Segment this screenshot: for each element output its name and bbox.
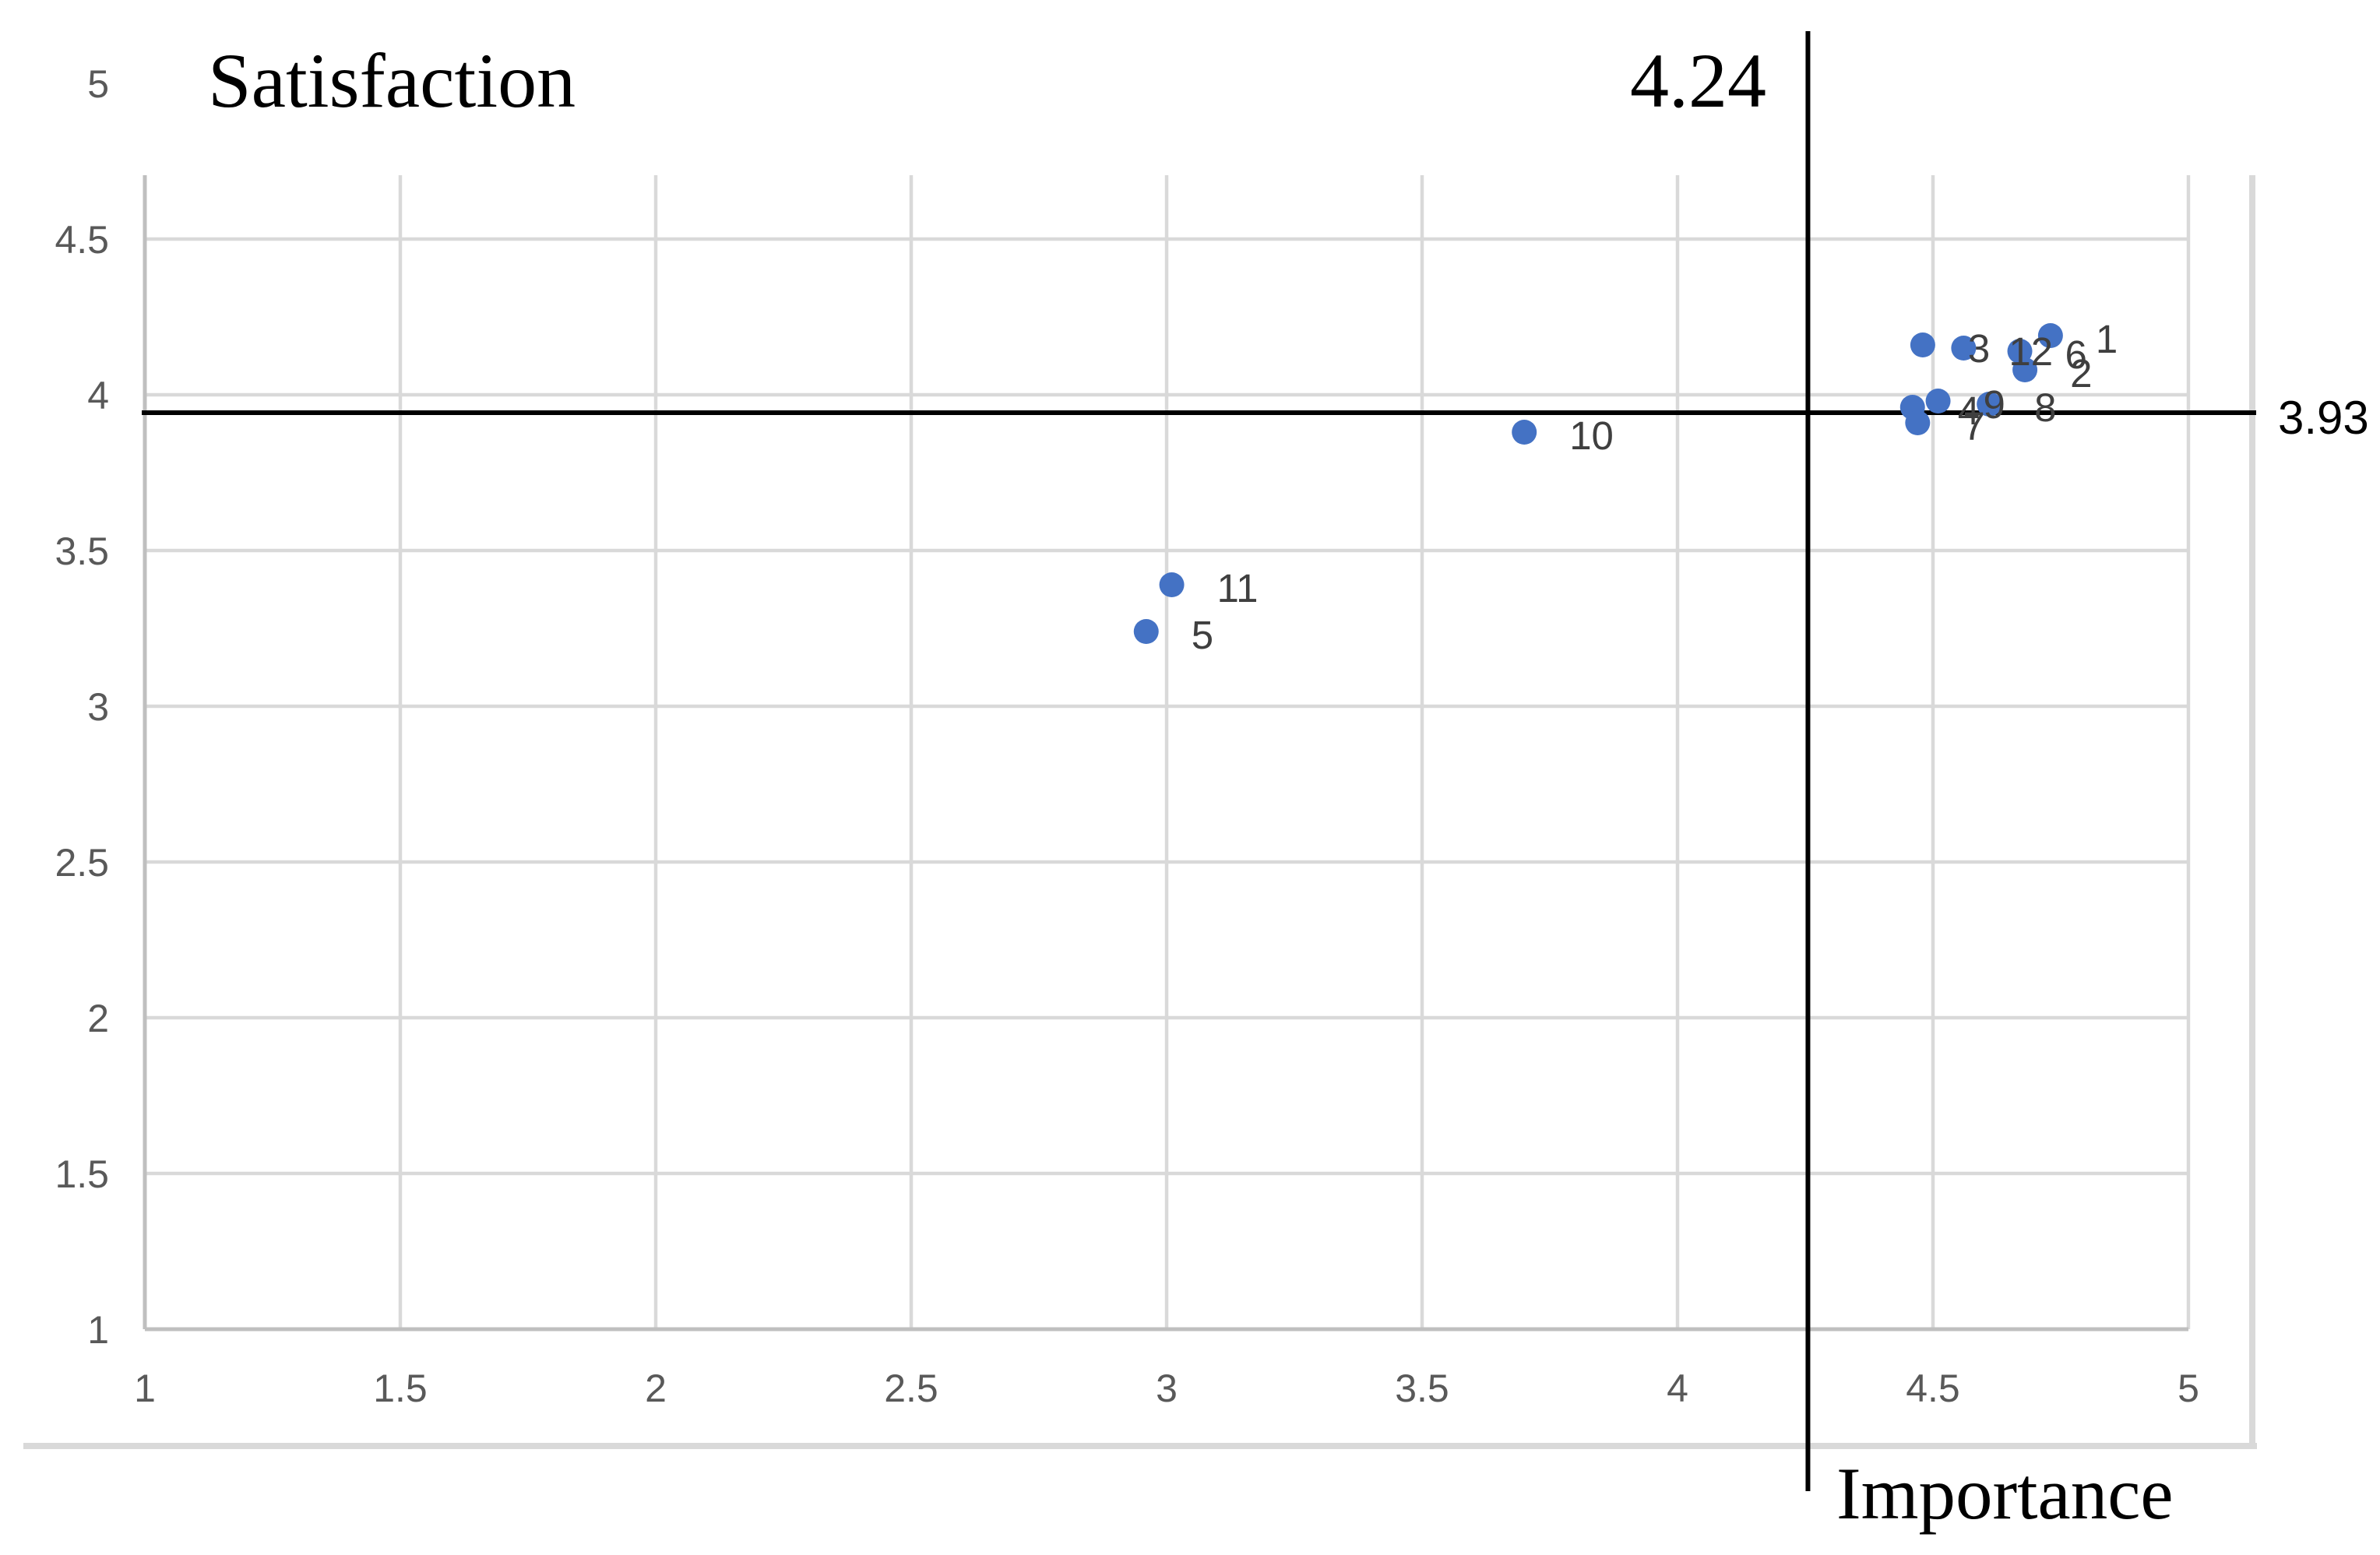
y-axis-tick-labels: 1 1.5 2 2.5 3 3.5 4 4.5 5: [55, 62, 109, 1352]
data-point-label-2: 2: [2070, 351, 2092, 396]
data-point-6: [2007, 339, 2033, 364]
y-tick-label-4.5: 4.5: [55, 218, 109, 262]
data-point-11: [1159, 572, 1185, 597]
y-axis-title: Satisfaction: [208, 37, 576, 124]
y-tick-label-2.5: 2.5: [55, 841, 109, 885]
x-tick-label-2.5: 2.5: [884, 1367, 938, 1410]
x-tick-label-3.5: 3.5: [1395, 1367, 1449, 1410]
y-tick-label-3.5: 3.5: [55, 529, 109, 573]
data-point-label-7: 7: [1963, 404, 1984, 449]
data-point-label-6: 6: [2065, 332, 2087, 377]
x-tick-label-1: 1: [134, 1367, 156, 1410]
data-point-9: [1925, 389, 1951, 413]
data-point-label-8: 8: [2034, 385, 2056, 430]
y-tick-label-4: 4: [87, 374, 109, 417]
importance-mean-value-label: 4.24: [1630, 37, 1766, 124]
data-point-8: [1977, 392, 2002, 417]
data-point-label-5: 5: [1192, 613, 1213, 657]
gridlines: [143, 175, 2191, 1329]
axis-lines: [23, 175, 2257, 1449]
x-tick-label-2: 2: [645, 1367, 667, 1410]
satisfaction-mean-value-label: 3.93: [2278, 392, 2369, 444]
y-tick-label-1.5: 1.5: [55, 1152, 109, 1196]
data-point-label-10: 10: [1569, 413, 1614, 458]
data-point-3: [1910, 332, 1935, 357]
data-point-label-1: 1: [2096, 317, 2118, 361]
x-tick-label-4: 4: [1667, 1367, 1688, 1410]
y-tick-label-1: 1: [87, 1308, 109, 1352]
data-point-5: [1133, 619, 1159, 644]
data-point-7: [1905, 410, 1931, 435]
data-points: [1133, 323, 2063, 644]
data-point-label-4: 4: [1958, 389, 1980, 433]
y-tick-label-3: 3: [87, 685, 109, 729]
y-tick-label-5: 5: [87, 62, 109, 106]
data-point-label-9: 9: [1984, 382, 2005, 427]
data-point-2: [2012, 357, 2038, 382]
data-point-label-12: 12: [2009, 329, 2053, 374]
x-axis-title: Importance: [1836, 1452, 2174, 1535]
data-point-12: [1951, 336, 1977, 361]
data-point-1: [2037, 323, 2063, 348]
x-tick-label-4.5: 4.5: [1906, 1367, 1960, 1410]
x-tick-label-3: 3: [1156, 1367, 1178, 1410]
x-tick-label-5: 5: [2178, 1367, 2199, 1410]
x-tick-label-1.5: 1.5: [373, 1367, 428, 1410]
data-point-label-3: 3: [1968, 326, 1990, 371]
data-point-10: [1512, 420, 1537, 445]
data-point-label-11: 11: [1217, 566, 1259, 610]
y-tick-label-2: 2: [87, 997, 109, 1040]
x-axis-tick-labels: 1 1.5 2 2.5 3 3.5 4 4.5 5: [134, 1367, 2199, 1410]
